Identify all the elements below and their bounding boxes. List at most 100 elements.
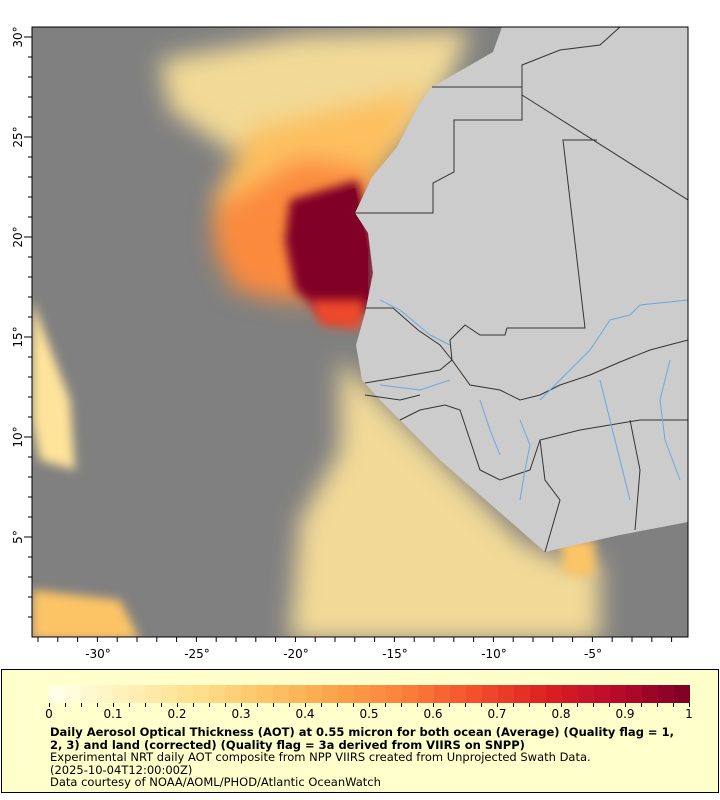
colorbar-swatch (529, 685, 546, 703)
colorbar-tick-mark (657, 703, 658, 707)
colorbar-swatch (161, 685, 178, 703)
colorbar-swatch (193, 685, 210, 703)
colorbar-swatch (578, 685, 595, 703)
colorbar-swatch (177, 685, 194, 703)
colorbar-swatch (321, 685, 338, 703)
lat-tick-label: 10° (11, 426, 25, 447)
lon-tick-label: -25° (184, 647, 210, 661)
colorbar-tick-mark (273, 703, 274, 707)
colorbar-tick-label: 0.4 (295, 707, 315, 721)
caption-title: Daily Aerosol Optical Thickness (AOT) at… (50, 725, 674, 752)
aot-map: 30° 25° 20° 15° 10° 5° -30° -25° -20° -15° -10° -5… (11, 26, 689, 661)
legend-panel: 0 0.1 0.2 0.3 0.4 0.5 0.6 0.7 0.8 0.9 1 Daily Aero… (1, 669, 719, 793)
colorbar-swatch (481, 685, 498, 703)
colorbar-swatch (674, 685, 691, 703)
aerosol-plume (32, 30, 600, 637)
map-frame (31, 26, 689, 638)
colorbar-tick-label: 0.5 (359, 707, 379, 721)
colorbar-tick-label: 0 (45, 707, 53, 721)
colorbar-tick-mark (65, 703, 66, 707)
colorbar-tick-mark (353, 703, 354, 707)
colorbar-tick-mark (401, 703, 402, 707)
colorbar-swatch (658, 685, 675, 703)
colorbar-swatch (129, 685, 146, 703)
rivers (379, 299, 688, 501)
caption-line3: Data courtesy of NOAA/AOML/PHOD/Atlantic… (50, 775, 381, 789)
colorbar-swatch (353, 685, 370, 703)
colorbar-swatch (257, 685, 274, 703)
colorbar-swatch (97, 685, 114, 703)
caption-line2: (2025-10-04T12:00:00Z) (50, 762, 193, 777)
colorbar-swatch (562, 685, 579, 703)
colorbar-tick-label: 0.9 (615, 707, 635, 721)
colorbar-swatch (289, 685, 306, 703)
colorbar-tick-mark (369, 703, 370, 707)
colorbar-tick-mark (161, 703, 162, 707)
colorbar-swatch (594, 685, 611, 703)
colorbar-tick-mark (561, 703, 562, 707)
colorbar-swatch (273, 685, 290, 703)
colorbar-swatch (209, 685, 226, 703)
colorbar-tick-label: 0.7 (487, 707, 507, 721)
colorbar-swatch (113, 685, 130, 703)
colorbar-swatch (626, 685, 643, 703)
colorbar-tick-mark (625, 703, 626, 707)
land (355, 27, 688, 552)
colorbar-swatch (449, 685, 466, 703)
colorbar-tick-mark (481, 703, 482, 707)
colorbar-tick-label: 0.6 (423, 707, 443, 721)
lat-tick-label: 20° (11, 226, 25, 247)
colorbar-tick-mark (529, 703, 530, 707)
colorbar-tick-mark (337, 703, 338, 707)
colorbar-swatch (610, 685, 627, 703)
caption-line1: Experimental NRT daily AOT composite fro… (50, 750, 591, 764)
lat-tick-label: 30° (11, 26, 25, 47)
lon-tick-label: -10° (481, 647, 507, 661)
colorbar-tick-mark (225, 703, 226, 707)
colorbar-tick-mark (97, 703, 98, 707)
colorbar-tick-mark (513, 703, 514, 707)
colorbar-tick-mark (193, 703, 194, 707)
colorbar-tick-mark (497, 703, 498, 707)
colorbar-swatch (642, 685, 659, 703)
colorbar-tick-mark (145, 703, 146, 707)
colorbar-swatch (497, 685, 514, 703)
colorbar-tick-mark (81, 703, 82, 707)
colorbar-tick-label: 0.8 (551, 707, 571, 721)
colorbar-tick-mark (177, 703, 178, 707)
colorbar-swatch (385, 685, 402, 703)
colorbar-swatch (513, 685, 530, 703)
lon-axis: -30° -25° -20° -15° -10° -5° (37, 637, 673, 661)
lat-axis: 30° 25° 20° 15° 10° 5° (11, 26, 32, 618)
colorbar-swatch (433, 685, 450, 703)
colorbar-ticks: 0 0.1 0.2 0.3 0.4 0.5 0.6 0.7 0.8 0.9 1 (45, 703, 693, 723)
lon-tick-label: -30° (85, 647, 111, 661)
colorbar-swatch (65, 685, 82, 703)
colorbar-tick-mark (289, 703, 290, 707)
lon-tick-label: -5° (584, 647, 602, 661)
colorbar-swatch (545, 685, 562, 703)
colorbar-tick-label: 0.2 (167, 707, 187, 721)
colorbar-tick-mark (609, 703, 610, 707)
colorbar-tick-label: 0.1 (103, 707, 123, 721)
lat-tick-label: 15° (11, 326, 25, 347)
colorbar-swatch (305, 685, 322, 703)
colorbar-swatch (49, 685, 66, 703)
colorbar-swatch (465, 685, 482, 703)
colorbar-tick-mark (257, 703, 258, 707)
colorbar-tick-mark (433, 703, 434, 707)
colorbar-swatch (337, 685, 354, 703)
colorbar-swatch (145, 685, 162, 703)
colorbar-swatch (225, 685, 242, 703)
colorbar-tick-mark (49, 703, 50, 707)
colorbar-tick-label: 0.3 (231, 707, 251, 721)
colorbar-tick-mark (641, 703, 642, 707)
colorbar-tick-mark (673, 703, 674, 707)
colorbar-tick-mark (417, 703, 418, 707)
colorbar-tick-mark (385, 703, 386, 707)
colorbar-swatch (417, 685, 434, 703)
caption: Daily Aerosol Optical Thickness (AOT) at… (50, 726, 690, 789)
country-borders (355, 27, 688, 553)
lon-tick-label: -20° (283, 647, 309, 661)
colorbar-tick-mark (209, 703, 210, 707)
